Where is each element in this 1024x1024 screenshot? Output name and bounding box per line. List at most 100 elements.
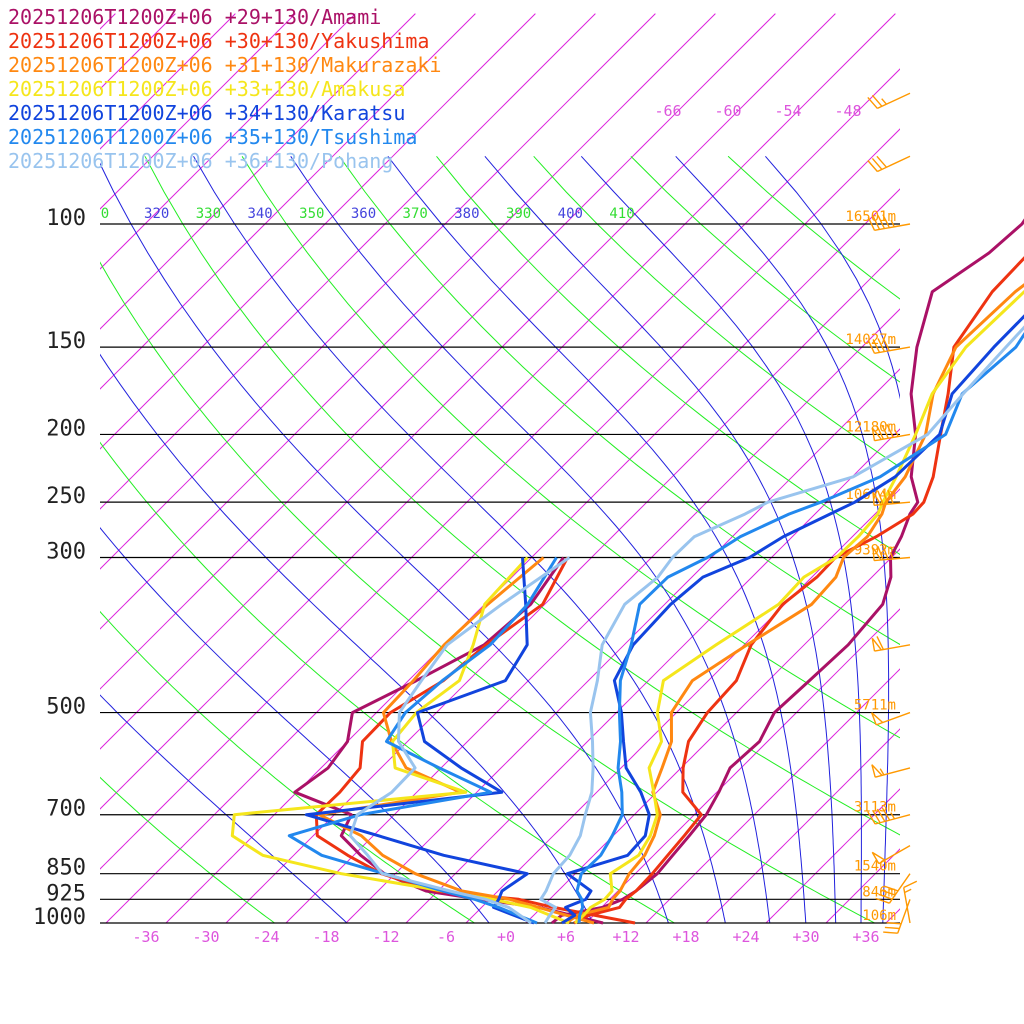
- x-tick-label: -24: [252, 928, 279, 946]
- dewpoint-line: [293, 556, 604, 925]
- theta-label: 370: [403, 206, 428, 222]
- wind-barb-shape: [903, 880, 918, 924]
- wind-barb-shape: [871, 636, 911, 652]
- temperature-line: [575, 332, 1024, 924]
- wind-barb-shape: [872, 545, 911, 562]
- theta-label: 390: [506, 206, 531, 222]
- wind-barb: [867, 807, 911, 825]
- temperature-line: [561, 314, 1024, 925]
- series-6: [348, 325, 1024, 925]
- wind-barb: [871, 711, 911, 726]
- dry-adiabat-line: [100, 261, 875, 923]
- wind-barb: [903, 880, 918, 924]
- series-3: [230, 290, 1024, 925]
- x-tick-label: -36: [132, 928, 159, 946]
- dewpoint-line: [304, 557, 535, 925]
- wind-barb: [867, 337, 911, 354]
- height-label-700: 3113m: [854, 800, 896, 816]
- temperature-line: [566, 283, 1024, 925]
- isotherm-line: [100, 13, 596, 510]
- legend-entry: 20251206T1200Z+06 +31+130/Makurazaki: [8, 53, 441, 77]
- dry-adiabat-line: [100, 610, 475, 923]
- height-label-1000: 106m: [862, 908, 896, 924]
- x-tick-label: -6: [437, 928, 455, 946]
- isotherm-line: [100, 13, 776, 690]
- pressure-label-1000: 1000: [33, 905, 86, 930]
- wind-barb-shape: [871, 845, 911, 865]
- legend-entry: 20251206T1200Z+06 +36+130/Pohang: [8, 149, 393, 173]
- isotherm-top-label: -66: [654, 102, 681, 120]
- wind-barb: [875, 873, 911, 904]
- pressure-label-300: 300: [46, 540, 86, 565]
- wind-barb-shape: [867, 155, 911, 173]
- x-tick-label: -12: [372, 928, 399, 946]
- series-2: [317, 283, 1024, 925]
- x-tick-label: +24: [732, 928, 759, 946]
- wind-barb: [883, 899, 911, 934]
- theta-label: 330: [196, 206, 221, 222]
- isotherm-line: [100, 13, 896, 810]
- legend-entry: 20251206T1200Z+06 +30+130/Yakushima: [8, 29, 429, 53]
- wind-barb-shape: [867, 337, 911, 354]
- wind-barb-shape: [871, 764, 911, 778]
- pressure-label-150: 150: [46, 329, 86, 354]
- moist-adiabat-line: [290, 156, 771, 923]
- wind-barb: [867, 214, 911, 231]
- pressure-label-850: 850: [46, 856, 86, 881]
- isotherm-top-label: -48: [834, 102, 861, 120]
- wind-barb: [867, 92, 911, 110]
- isotherm-line: [285, 308, 900, 923]
- dewpoint-line: [317, 556, 595, 925]
- theta-label: 340: [247, 206, 272, 222]
- isotherm-line: [165, 188, 900, 923]
- series-4: [304, 314, 1024, 925]
- isotherm-line: [885, 908, 900, 923]
- wind-barb-shape: [867, 214, 911, 231]
- isotherm-line: [100, 13, 536, 450]
- dry-adiabat-line: [144, 156, 900, 836]
- height-label-100: 16501m: [845, 209, 896, 225]
- isotherm-line: [645, 668, 900, 923]
- isotherm-line: [525, 548, 900, 923]
- temperature-line: [551, 218, 1024, 925]
- height-label-925: 846m: [862, 884, 896, 900]
- theta-label: 380: [454, 206, 479, 222]
- isotherm-line: [100, 13, 716, 630]
- x-tick-label: -30: [192, 928, 219, 946]
- temperature-line: [539, 325, 1024, 924]
- dewpoint-line: [348, 556, 571, 925]
- dry-adiabat-line: [100, 441, 675, 923]
- series-0: [293, 218, 1024, 925]
- isotherm-line: [100, 13, 656, 570]
- wind-barb: [871, 764, 911, 778]
- pressure-label-100: 100: [46, 206, 86, 231]
- isotherm-line: [105, 128, 900, 923]
- isotherm-top-label: -54: [774, 102, 801, 120]
- wind-barb: [872, 489, 911, 506]
- isotherm-top-label: -60: [714, 102, 741, 120]
- isotherm-line: [100, 68, 900, 870]
- moist-adiabat-line: [100, 694, 348, 923]
- x-tick-label: +6: [557, 928, 575, 946]
- x-tick-label: +30: [792, 928, 819, 946]
- height-label-150: 14027m: [845, 332, 896, 348]
- dry-adiabat-line: [436, 155, 900, 556]
- height-label-850: 1540m: [854, 859, 896, 875]
- dry-adiabat-line: [100, 776, 275, 923]
- theta-label: 350: [299, 206, 324, 222]
- moist-adiabat-line: [100, 162, 669, 923]
- isotherm-line: [465, 488, 900, 923]
- wind-barb: [871, 636, 911, 652]
- x-tick-label: +12: [612, 928, 639, 946]
- wind-barb: [872, 545, 911, 562]
- moist-adiabat-line: [484, 155, 837, 923]
- pressure-label-925: 925: [46, 881, 86, 906]
- wind-barb-shape: [871, 423, 911, 442]
- moist-adiabat-line: [387, 155, 807, 923]
- pressure-label-250: 250: [46, 484, 86, 509]
- wind-barb-shape: [871, 711, 911, 726]
- legend-entry: 20251206T1200Z+06 +29+130/Amami: [8, 5, 381, 29]
- isotherm-line: [100, 13, 836, 750]
